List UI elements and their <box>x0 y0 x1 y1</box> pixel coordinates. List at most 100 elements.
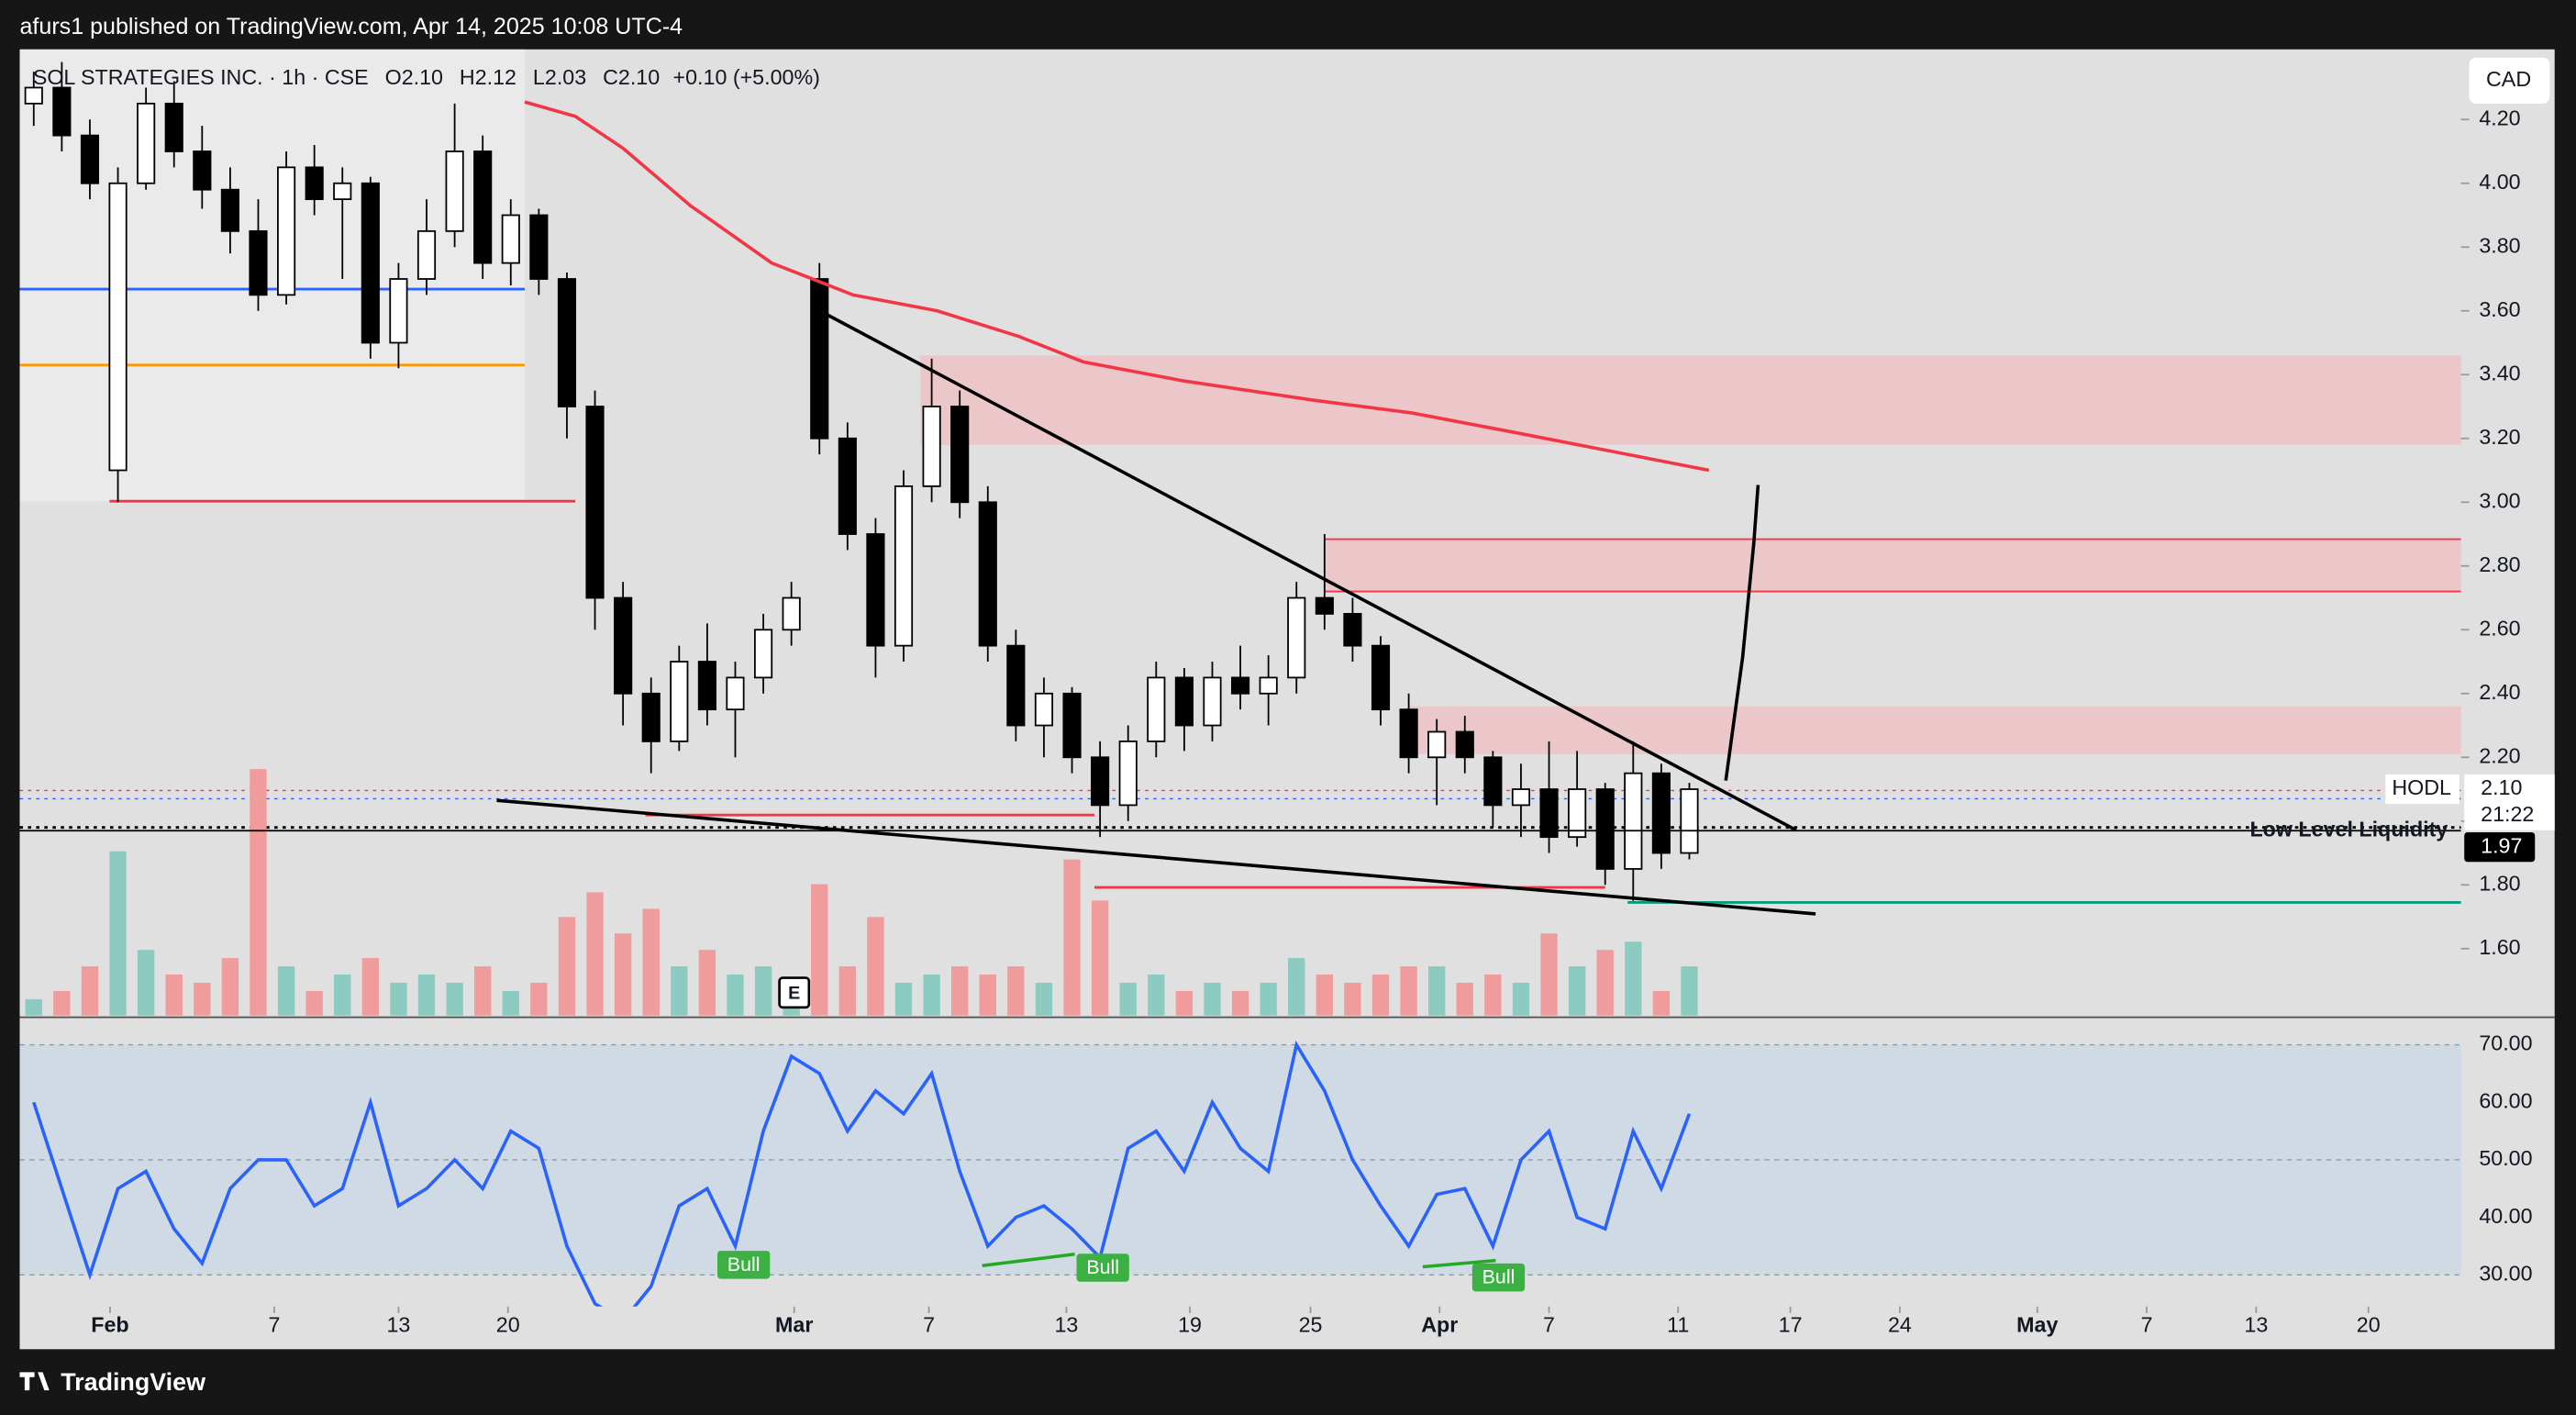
currency-button[interactable]: CAD <box>2469 57 2550 104</box>
candle-body <box>978 501 997 647</box>
rsi-tick-label: 70.00 <box>2479 1031 2532 1055</box>
volume-bar <box>417 975 436 1016</box>
volume-bar <box>1204 982 1221 1016</box>
x-tick-label: 17 <box>1779 1312 1803 1336</box>
candle-body <box>108 182 128 472</box>
signal-label: Bull <box>727 1253 761 1276</box>
x-tick-label: Feb <box>91 1312 128 1336</box>
volume-bar <box>1371 975 1390 1016</box>
y-tick-label: 3.80 <box>2479 233 2520 257</box>
candle-body <box>726 676 745 711</box>
candle-body <box>1118 741 1138 807</box>
y-tick-label: 2.40 <box>2479 680 2520 704</box>
y-tick-label: 1.80 <box>2479 871 2520 895</box>
footer-brand: TradingView <box>61 1368 205 1396</box>
x-tick-label: 13 <box>1054 1312 1078 1336</box>
earnings-marker <box>778 976 811 1009</box>
volume-bar <box>25 998 42 1016</box>
candle-body <box>416 229 437 280</box>
candle-body <box>1091 756 1110 807</box>
footer: TradingView <box>19 1368 205 1396</box>
volume-bar <box>671 966 688 1016</box>
trendline <box>496 798 1816 916</box>
volume-bar <box>1681 966 1698 1016</box>
candle-body <box>1203 676 1222 727</box>
candle-body <box>697 661 716 711</box>
candle-body <box>333 182 352 201</box>
legend-key: O <box>385 65 402 89</box>
volume-bar <box>53 990 71 1016</box>
candle-body <box>249 229 268 296</box>
legend-change: +0.10 (+5.00%) <box>673 65 820 89</box>
volume-bar <box>727 975 744 1016</box>
volume-bar <box>1428 966 1446 1016</box>
volume-bar <box>586 892 604 1016</box>
volume-bar <box>838 966 857 1016</box>
volume-bar <box>305 990 323 1016</box>
tag-name: HODL <box>2392 775 2451 799</box>
candle-body <box>137 102 156 184</box>
volume-bar <box>894 982 913 1016</box>
candle-body <box>1343 613 1362 647</box>
candle-body <box>501 214 520 264</box>
divergence-line <box>982 1252 1075 1268</box>
y-tick-label: 4.00 <box>2479 170 2520 194</box>
legend: SOL STRATEGIES INC. · 1h · CSE O2.10 H2.12… <box>33 65 820 89</box>
price-pane: E <box>19 49 2461 1016</box>
symbol-name: SOL STRATEGIES INC. · 1h · CSE <box>33 65 369 89</box>
rsi-tick-label: 30.00 <box>2479 1261 2532 1285</box>
volume-bar <box>1540 933 1558 1016</box>
x-tick-label: 13 <box>2244 1312 2268 1336</box>
volume-bar <box>1512 982 1530 1016</box>
candle-body <box>1568 788 1587 839</box>
candle-body <box>1427 730 1447 759</box>
publish-header: afurs1 published on TradingView.com, Apr… <box>19 14 683 39</box>
volume-bar <box>277 966 295 1016</box>
volume-bar <box>1456 982 1473 1016</box>
ema-line <box>524 100 1710 473</box>
volume-bar <box>165 975 183 1016</box>
trendline <box>821 310 1797 832</box>
x-tick-label: May <box>2016 1312 2058 1336</box>
zone <box>19 49 526 502</box>
volume-bar <box>614 933 632 1016</box>
candle-body <box>220 188 239 232</box>
candle-body <box>1287 596 1306 679</box>
candle-body <box>810 278 829 440</box>
candle-body <box>1147 676 1166 742</box>
candle-body <box>1174 676 1194 727</box>
volume-bar <box>109 851 127 1016</box>
candle-body <box>641 692 661 742</box>
candle-body <box>1399 708 1418 759</box>
volume-bar <box>530 982 548 1016</box>
candle-body <box>1595 788 1615 870</box>
candle-body <box>389 278 408 344</box>
volume-bar <box>1400 966 1417 1016</box>
volume-bar <box>1316 975 1334 1016</box>
rsi-clip <box>32 1040 1692 1307</box>
candle-body <box>1680 788 1699 854</box>
volume-bar <box>698 950 716 1016</box>
price-label: 2.10 <box>2481 775 2522 799</box>
candle-body <box>473 150 493 264</box>
candle-body <box>1259 676 1278 695</box>
volume-bar <box>1231 990 1249 1016</box>
rsi-tick-label: 50.00 <box>2479 1146 2532 1170</box>
volume-bar <box>194 982 211 1016</box>
volume-bar <box>1148 975 1165 1016</box>
currency-box[interactable] <box>2469 57 2550 104</box>
volume-bar <box>1652 990 1671 1016</box>
volume-bar <box>1484 975 1502 1016</box>
candle-body <box>361 182 380 344</box>
volume-bar <box>474 966 492 1016</box>
candle-body <box>1624 772 1643 870</box>
candle-body <box>950 406 970 504</box>
candle-body <box>1371 644 1391 711</box>
volume-bar <box>1007 966 1025 1016</box>
currency[interactable]: CAD <box>2486 67 2531 91</box>
rsi-tick-label: 60.00 <box>2479 1088 2532 1112</box>
y-tick-label: 2.20 <box>2479 743 2520 767</box>
volume-bar <box>1344 982 1361 1016</box>
